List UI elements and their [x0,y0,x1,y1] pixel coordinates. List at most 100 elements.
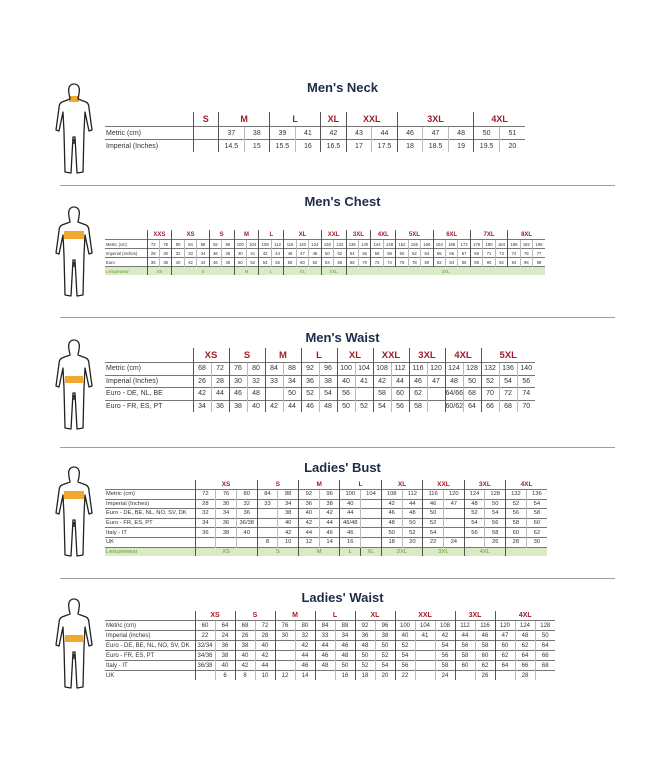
table-cell: 88 [196,239,210,249]
table-cell: 40 [171,257,185,267]
table-cell: 38 [215,527,237,538]
row-label: UK [105,670,195,680]
table-cell: 36 [194,527,216,538]
table-cell: 8 [256,536,278,548]
table-cell: 108 [372,362,391,375]
row-label: Euro - FR, ES, PT [105,517,195,528]
table-cell: 58 [283,257,297,267]
table-cell: 16.5 [320,139,347,152]
leisurewear-size: 4XL [463,546,506,557]
leisurewear-size: 3XL [422,546,465,557]
table-cell: 84 [314,620,335,631]
row-label: Metric (cm) [105,239,147,249]
chart-title: Men's Chest [304,194,381,209]
table-cell: 36 [235,508,258,519]
size-header: 3XL [408,348,445,363]
table-cell: 66 [534,650,555,661]
table-cell: 56 [484,517,506,528]
table-row: Euro 36 38 40 42 44 46 48 50 52 54 56 58 60 62 64 66 68 70… [105,257,545,267]
table-cell [426,399,445,412]
table-cell: 19.5 [473,139,500,152]
table-row: Metric (cm) 37 38 39 41 42 43 44 46 47 48 50 51 [105,126,525,140]
chart-title: Ladies' Waist [301,590,384,605]
table-cell: 188 [507,239,521,249]
table-row: Italy - IT 36 38 40 42 44 46 46 50 52 54 56 58 60 62 [105,527,547,538]
row-label: Imperial (Inches) [105,139,193,152]
table-cell: 172 [457,239,471,249]
table-cell: 36 [214,640,235,651]
table-cell: 52 [422,517,444,528]
table-cell: 124 [308,239,322,249]
table-cell: 58 [372,387,391,400]
table-cell: 46 [208,257,222,267]
chart-title: Men's Neck [306,80,378,95]
table-cell: 12 [298,536,320,548]
table-cell: 48 [308,248,322,258]
table-cell: 96 [318,489,340,500]
table-cell: 18 [396,139,423,152]
table-cell: 62 [525,527,547,538]
table-cell: 76 [215,489,237,500]
table-cell: 43 [345,126,372,140]
table-cell: 46 [380,508,403,519]
table-cell: 52 [505,498,527,509]
table-cell: 54 [434,640,455,651]
table-cell: 60 [390,387,409,400]
size-header: L [314,611,355,621]
size-header-row: XS S M L XL XXL 3XL 4XL [105,480,547,490]
table-cell: 92 [354,620,375,631]
size-header: 3XL [345,230,371,240]
table-cell: 30 [525,536,547,548]
size-header: 7XL [469,230,508,240]
table-cell: 16 [334,670,355,680]
table-cell: 120 [426,362,445,375]
table-cell: 56 [336,387,355,400]
leisurewear-size: M [298,546,340,557]
table-cell [360,498,382,509]
table-cell [360,517,382,528]
table-row: Euro - FR, ES, PT 34/36 38 40 42 44 46 48 50 52 54… [105,650,555,661]
size-table: XS S M L XL XXL 3XL 4XL Metric (cm) 72 76 80 84 88 92 9… [105,480,547,557]
table-cell: 54 [258,257,272,267]
table-cell: 58 [525,508,547,519]
table-cell: 56 [463,527,485,538]
table-cell: 47 [442,498,465,509]
table-cell: 92 [298,489,320,500]
row-label: Leisurewear [105,546,195,557]
table-cell: 42 [372,374,391,388]
table-cell: 38 [277,508,299,519]
table-cell: 50 [354,650,375,661]
table-cell: 64/66 [444,387,463,400]
table-cell: 50 [334,660,355,671]
table-cell: 32 [194,508,216,519]
size-header: M [264,348,301,363]
table-cell: 44 [270,248,284,258]
table-cell: 46 [422,498,444,509]
table-cell [360,527,382,538]
table-cell: 94 [507,257,521,267]
table-cell [454,670,475,680]
table-cell: 108 [380,489,403,500]
row-label: Leisurewear [105,266,147,275]
row-label: Italy - IT [105,660,195,671]
size-header: L [300,348,337,363]
table-cell: 14 [294,670,315,680]
table-cell: 96 [318,362,337,375]
table-cell: 64 [320,257,334,267]
table-cell: 48 [401,508,423,519]
table-cell: 30 [274,630,295,641]
table-cell [426,387,445,400]
table-cell: 36 [354,630,375,641]
row-label: Imperial (Inches) [105,374,193,388]
table-cell: 32 [171,248,185,258]
table-cell: 34 [215,508,237,519]
table-cell: 124 [463,489,485,500]
table-cell: 104 [360,489,382,500]
table-cell: 48 [463,498,485,509]
table-cell: 56 [434,650,455,661]
table-cell: 15.5 [269,139,296,152]
table-cell: 128 [320,239,334,249]
table-cell: 40 [336,374,355,388]
table-row: Euro - DE, NL, BE 42 44 46 48 50 52 54 56 58 60 62 6… [105,387,535,400]
table-cell: 22 [422,536,444,548]
